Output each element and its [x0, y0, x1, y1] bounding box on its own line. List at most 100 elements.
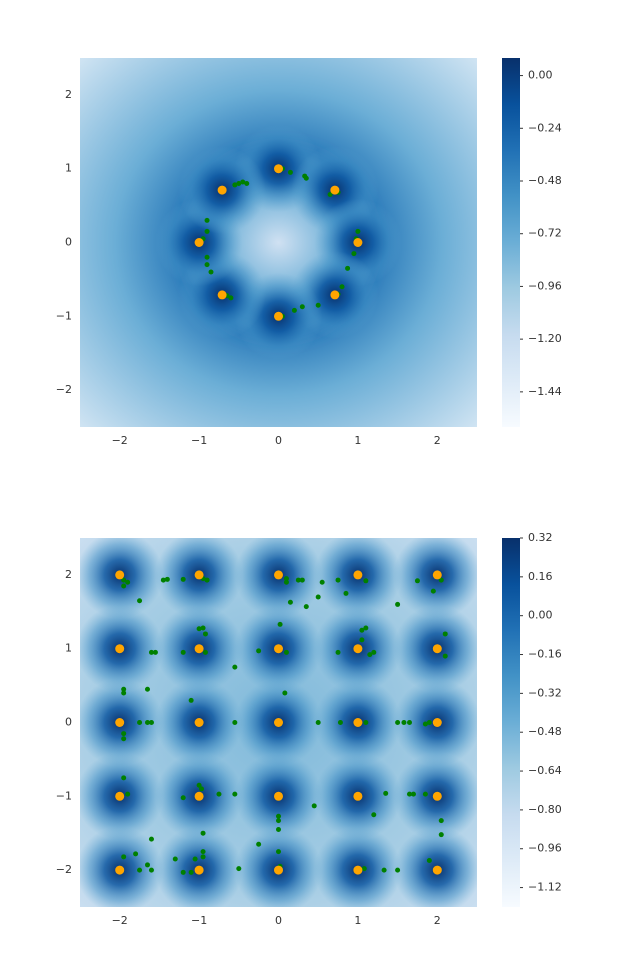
sample-point — [148, 720, 154, 725]
x-tick-label: −2 — [112, 914, 128, 927]
sample-point — [125, 579, 131, 585]
colorbar-tick-label: 0.00 — [528, 609, 553, 622]
minimum-point — [274, 644, 283, 654]
sample-point — [303, 604, 309, 610]
sample-point — [133, 851, 139, 857]
sample-point — [287, 599, 293, 605]
colorbar-tick-label: −1.20 — [528, 332, 562, 345]
sample-point — [208, 269, 214, 275]
minimum-point — [217, 290, 227, 300]
sample-point — [407, 791, 413, 797]
minimum-point — [194, 570, 204, 580]
sample-point — [276, 818, 281, 824]
minimum-point — [432, 644, 442, 654]
sample-point — [180, 649, 186, 655]
sample-point — [395, 867, 401, 873]
minimum-point — [330, 290, 340, 300]
colorbar — [502, 58, 520, 427]
sample-point — [345, 265, 351, 271]
minimum-point — [353, 238, 363, 247]
minimum-point — [274, 311, 283, 321]
contour-background — [80, 58, 477, 427]
sample-point — [299, 304, 305, 310]
minimum-point — [115, 791, 125, 801]
sample-point — [232, 791, 238, 797]
colorbar-tick-label: −1.12 — [528, 881, 562, 894]
sample-point — [315, 302, 321, 308]
sample-point — [188, 869, 194, 875]
sample-point — [339, 284, 345, 290]
minimum-point — [353, 570, 363, 580]
minimum-point — [115, 570, 125, 580]
sample-point — [282, 690, 288, 696]
x-tick-label: 0 — [275, 914, 282, 927]
x-tick-label: −1 — [191, 434, 207, 447]
minimum-point — [217, 185, 227, 195]
sample-point — [121, 775, 127, 781]
sample-point — [422, 791, 428, 797]
sample-point — [137, 598, 143, 604]
sample-point — [319, 579, 325, 585]
minimum-point — [115, 865, 125, 875]
sample-point — [232, 182, 238, 188]
sample-point — [299, 577, 305, 583]
x-tick-label: 0 — [275, 434, 282, 447]
sample-point — [204, 217, 210, 223]
minimum-point — [274, 865, 283, 875]
sample-point — [152, 649, 158, 655]
sample-point — [395, 601, 401, 607]
sample-point — [148, 649, 154, 655]
colorbar-tick-label: −0.96 — [528, 279, 562, 292]
sample-point — [236, 866, 242, 872]
sample-point — [426, 858, 432, 864]
minimum-point — [194, 718, 204, 727]
sample-point — [137, 867, 143, 873]
sample-point — [395, 720, 401, 725]
sample-point — [121, 731, 127, 737]
sample-point — [315, 720, 321, 725]
minimum-point — [194, 238, 204, 247]
sample-point — [121, 736, 127, 742]
sample-point — [180, 576, 186, 582]
y-tick-label: −1 — [56, 789, 72, 802]
x-tick-label: 2 — [434, 914, 441, 927]
sample-point — [335, 577, 341, 583]
colorbar-tick-label: −1.44 — [528, 385, 562, 398]
sample-point — [438, 818, 444, 824]
sample-point — [287, 169, 293, 175]
sample-point — [381, 867, 387, 873]
sample-point — [196, 782, 202, 788]
minimum-point — [432, 570, 442, 580]
sample-point — [430, 588, 436, 594]
sample-point — [283, 576, 289, 582]
sample-point — [363, 625, 369, 631]
sample-point — [204, 262, 210, 268]
sample-point — [121, 583, 127, 589]
minimum-point — [330, 185, 340, 195]
sample-point — [363, 578, 369, 584]
sample-point — [121, 854, 127, 860]
sample-point — [363, 720, 369, 725]
sample-point — [337, 720, 343, 725]
sample-point — [192, 856, 198, 862]
sample-point — [303, 175, 309, 181]
sample-point — [410, 791, 416, 797]
sample-point — [438, 577, 444, 583]
sample-point — [276, 813, 281, 819]
sample-point — [121, 690, 127, 696]
sample-point — [442, 653, 448, 659]
x-tick-label: 1 — [354, 434, 361, 447]
colorbar-tick-label: −0.32 — [528, 686, 562, 699]
colorbar-tick-label: −0.48 — [528, 725, 562, 738]
sample-point — [311, 803, 317, 809]
minimum-point — [274, 570, 283, 580]
sample-point — [180, 869, 186, 875]
y-tick-label: 2 — [65, 568, 72, 581]
sample-point — [236, 180, 242, 186]
sample-point — [204, 254, 210, 260]
colorbar-tick-label: −0.72 — [528, 227, 562, 240]
sample-point — [276, 849, 281, 855]
sample-point — [240, 179, 246, 185]
colorbar-tick-label: 0.32 — [528, 531, 553, 544]
